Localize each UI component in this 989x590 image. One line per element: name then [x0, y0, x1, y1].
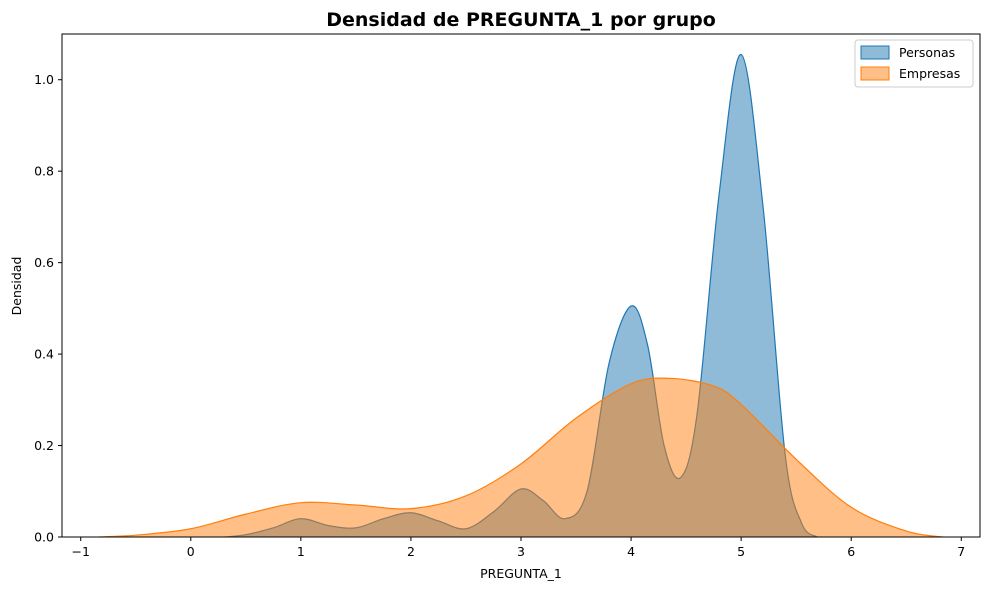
- x-tick-label: 0: [187, 544, 195, 559]
- legend: Personas Empresas: [854, 39, 974, 88]
- x-tick-label: 5: [737, 544, 745, 559]
- plot-frame: [61, 33, 981, 538]
- x-tick-label: 4: [627, 544, 635, 559]
- chart-title: Densidad de PREGUNTA_1 por grupo: [326, 9, 716, 31]
- density-area-empresas: [99, 378, 943, 537]
- y-tick-label: 0.2: [34, 438, 54, 453]
- y-tick-label: 0.4: [34, 347, 54, 362]
- x-tick-label: 3: [517, 544, 525, 559]
- x-tick-label: −1: [71, 544, 89, 559]
- series-layer: [99, 53, 943, 538]
- x-tick-label: 6: [847, 544, 855, 559]
- y-tick-label: 0.6: [34, 255, 54, 270]
- y-tick-label: 1.0: [34, 72, 54, 87]
- x-tick-label: 1: [297, 544, 305, 559]
- x-axis: −1 0 1 2 3 4 5 6 7: [71, 537, 965, 559]
- y-tick-label: 0.0: [34, 530, 54, 545]
- legend-swatch-personas: [860, 45, 890, 60]
- y-axis-label: Densidad: [9, 257, 24, 316]
- y-axis: 0.0 0.2 0.4 0.6 0.8 1.0: [34, 72, 62, 545]
- legend-label-empresas: Empresas: [899, 66, 960, 81]
- density-line-empresas: [99, 377, 943, 538]
- y-tick-label: 0.8: [34, 164, 54, 179]
- x-tick-label: 7: [957, 544, 965, 559]
- legend-label-personas: Personas: [899, 45, 955, 60]
- x-tick-label: 2: [407, 544, 415, 559]
- legend-swatch-empresas: [860, 66, 890, 81]
- x-axis-label: PREGUNTA_1: [480, 566, 562, 581]
